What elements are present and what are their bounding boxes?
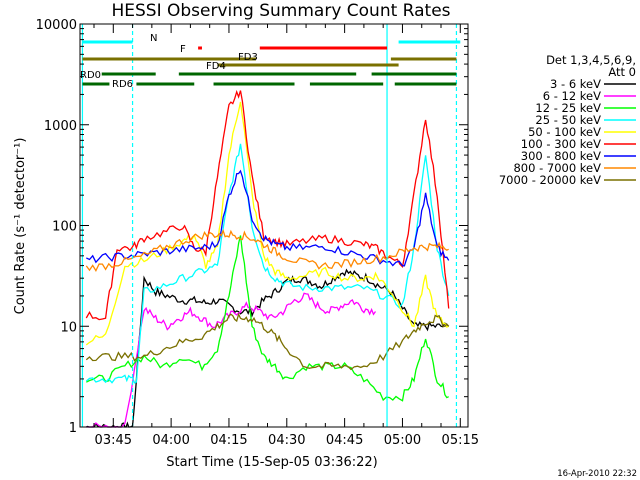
legend-entry-1: 6 - 12 keV bbox=[543, 89, 601, 103]
x-axis-label: Start Time (15-Sep-05 03:36:22) bbox=[166, 455, 377, 470]
data-layer: N F FD3 FD4 RD0 RD6 bbox=[80, 24, 461, 428]
series-line-5 bbox=[85, 89, 450, 321]
y-axis-label: Count Rate (s⁻¹ detector⁻¹) bbox=[13, 138, 28, 315]
legend-entry-0: 3 - 6 keV bbox=[550, 77, 601, 91]
legend-entry-8: 7000 - 20000 keV bbox=[499, 173, 601, 187]
x-tick-label-4: 04:45 bbox=[326, 433, 363, 448]
series-line-7 bbox=[85, 228, 449, 272]
state-label-rd6: RD6 bbox=[112, 79, 133, 90]
x-tick-label-6: 05:15 bbox=[442, 433, 479, 448]
axis-layer: 1 10 100 1000 10000 03:45 04:00 04:15 04:30 04:45… bbox=[36, 18, 479, 448]
y-tick-label-4: 10000 bbox=[36, 18, 77, 33]
state-label-n: N bbox=[150, 33, 157, 44]
y-tick-label-0: 1 bbox=[69, 421, 77, 436]
x-tick-label-5: 05:00 bbox=[384, 433, 421, 448]
legend-entry-7: 800 - 7000 keV bbox=[513, 161, 601, 175]
x-tick-label-1: 04:00 bbox=[152, 433, 189, 448]
series-line-4 bbox=[85, 101, 449, 346]
y-tick-label-2: 100 bbox=[52, 220, 77, 235]
x-tick-label-2: 04:15 bbox=[210, 433, 247, 448]
y-tick-label-3: 1000 bbox=[44, 119, 77, 134]
y-tick-label-1: 10 bbox=[60, 320, 77, 335]
legend-entry-2: 12 - 25 keV bbox=[535, 101, 601, 115]
series-line-6 bbox=[86, 169, 450, 267]
legend-entry-5: 100 - 300 keV bbox=[521, 137, 601, 151]
legend-header-2: Att 0 bbox=[608, 65, 636, 79]
footer-timestamp: 16-Apr-2010 22:32 bbox=[557, 469, 637, 479]
legend-entry-4: 50 - 100 keV bbox=[528, 125, 601, 139]
x-tick-label-3: 04:30 bbox=[268, 433, 305, 448]
series-line-0 bbox=[86, 268, 450, 428]
state-label-fd4: FD4 bbox=[206, 61, 226, 72]
series-line-3 bbox=[85, 143, 450, 384]
x-tick-label-0: 03:45 bbox=[95, 433, 132, 448]
legend-header-1: Det 1,3,4,5,6,9, bbox=[546, 53, 636, 67]
state-label-f: F bbox=[180, 44, 186, 55]
series-line-8 bbox=[85, 312, 450, 371]
legend-entry-6: 300 - 800 keV bbox=[521, 149, 601, 163]
chart-title: HESSI Observing Summary Count Rates bbox=[111, 1, 450, 21]
state-label-rd0: RD0 bbox=[80, 70, 101, 81]
state-label-fd3: FD3 bbox=[238, 52, 258, 63]
legend-entry-3: 25 - 50 keV bbox=[535, 113, 601, 127]
series-line-2 bbox=[85, 235, 449, 402]
series-line-1 bbox=[86, 292, 377, 428]
